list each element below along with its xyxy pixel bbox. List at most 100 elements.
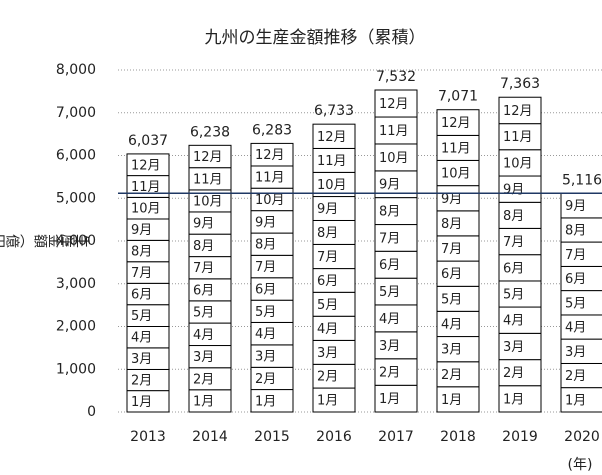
bar-segment: [560, 387, 602, 413]
x-tick-label: 2016: [316, 429, 352, 445]
bar-segment: [374, 197, 418, 226]
bar-segment: [374, 89, 418, 118]
segment-label: 11月: [441, 141, 471, 156]
segment-label: 4月: [379, 312, 400, 327]
segment-label: 2月: [565, 369, 586, 384]
bar-segment: [436, 235, 480, 262]
bar-segment: [312, 171, 356, 198]
total-label: 6,238: [190, 124, 230, 140]
x-tick-label: 2019: [502, 429, 538, 445]
segment-label: 6月: [565, 272, 586, 287]
x-tick-label: 2018: [440, 429, 476, 445]
segment-label: 10月: [131, 202, 161, 217]
segment-label: 4月: [255, 327, 276, 342]
segment-label: 1月: [255, 394, 276, 409]
bar-segment: [436, 386, 480, 413]
segment-label: 12月: [379, 97, 409, 112]
segment-label: 12月: [317, 130, 347, 145]
segment-label: 10月: [317, 178, 347, 193]
total-label: 6,733: [314, 103, 354, 119]
segment-label: 11月: [317, 154, 347, 169]
bar-segment: [312, 243, 356, 270]
segment-label: 1月: [317, 394, 338, 409]
bar-segment: [560, 362, 602, 389]
segment-label: 12月: [441, 116, 471, 131]
segment-label: 1月: [565, 393, 586, 408]
segment-label: 6月: [441, 267, 462, 282]
bar-segment: [374, 116, 418, 145]
segment-label: 9月: [441, 192, 462, 207]
bar-segment: [498, 149, 542, 177]
segment-label: 5月: [131, 309, 152, 324]
bar-segment: [498, 306, 542, 334]
bar-segment: [374, 304, 418, 333]
x-tick-label: 2020: [564, 429, 600, 445]
segment-label: 7月: [317, 250, 338, 265]
segment-label: 7月: [255, 260, 276, 275]
segment-label: 4月: [441, 317, 462, 332]
segment-label: 9月: [317, 202, 338, 217]
segment-label: 1月: [503, 392, 524, 407]
segment-label: 5月: [565, 296, 586, 311]
segment-label: 6月: [193, 283, 214, 298]
bar-segment: [436, 310, 480, 338]
segment-label: 1月: [379, 392, 400, 407]
segment-label: 6月: [503, 261, 524, 276]
segment-label: 10月: [503, 156, 533, 171]
segment-label: 3月: [317, 346, 338, 361]
segment-label: 8月: [379, 205, 400, 220]
total-label: 7,363: [500, 76, 540, 92]
bar-segment: [436, 109, 480, 136]
segment-label: 7月: [503, 235, 524, 250]
segment-label: 2月: [255, 372, 276, 387]
segment-label: 9月: [193, 217, 214, 232]
bar-segment: [374, 250, 418, 279]
segment-label: 12月: [193, 150, 223, 165]
bar-segment: [560, 290, 602, 316]
segment-label: 4月: [565, 321, 586, 336]
segment-label: 5月: [317, 298, 338, 313]
segment-label: 3月: [503, 340, 524, 355]
bar-segment: [498, 385, 542, 413]
segment-label: 2月: [193, 372, 214, 387]
x-tick-label: 2013: [130, 429, 166, 445]
segment-label: 11月: [255, 171, 285, 186]
bar-segment: [436, 134, 480, 161]
segment-label: 10月: [379, 151, 409, 166]
segment-label: 4月: [317, 322, 338, 337]
segment-label: 9月: [131, 223, 152, 238]
y-axis-label: 生産金額（億円）: [0, 232, 90, 248]
bar-segment: [374, 224, 418, 252]
total-label: 5,116: [562, 172, 602, 188]
bar-segment: [312, 123, 356, 149]
y-tick-label: 5,000: [56, 190, 96, 206]
segment-label: 3月: [131, 352, 152, 367]
total-label: 6,037: [128, 133, 168, 149]
x-tick-label: 2014: [192, 429, 228, 445]
chart-title: 九州の生産金額推移（累積）: [205, 28, 426, 48]
bar-segment: [498, 359, 542, 387]
total-label: 7,071: [438, 89, 478, 105]
segment-label: 6月: [131, 288, 152, 303]
segment-label: 3月: [379, 339, 400, 354]
y-tick-label: 0: [87, 404, 96, 420]
bar-segment: [126, 153, 170, 177]
bar-segment: [560, 265, 602, 292]
segment-label: 7月: [441, 242, 462, 257]
bar-segment: [436, 336, 480, 363]
segment-label: 5月: [193, 305, 214, 320]
segment-label: 8月: [131, 245, 152, 260]
segment-label: 9月: [565, 199, 586, 214]
segment-label: 10月: [255, 193, 285, 208]
bar-segment: [374, 277, 418, 306]
segment-label: 2月: [379, 366, 400, 381]
segment-label: 6月: [255, 282, 276, 297]
x-axis-label: (年): [568, 457, 593, 473]
bar-segment: [436, 159, 480, 187]
bar-segment: [498, 175, 542, 203]
y-tick-label: 2,000: [56, 319, 96, 335]
segment-label: 11月: [193, 172, 223, 187]
segment-label: 4月: [131, 331, 152, 346]
segment-label: 9月: [503, 183, 524, 198]
